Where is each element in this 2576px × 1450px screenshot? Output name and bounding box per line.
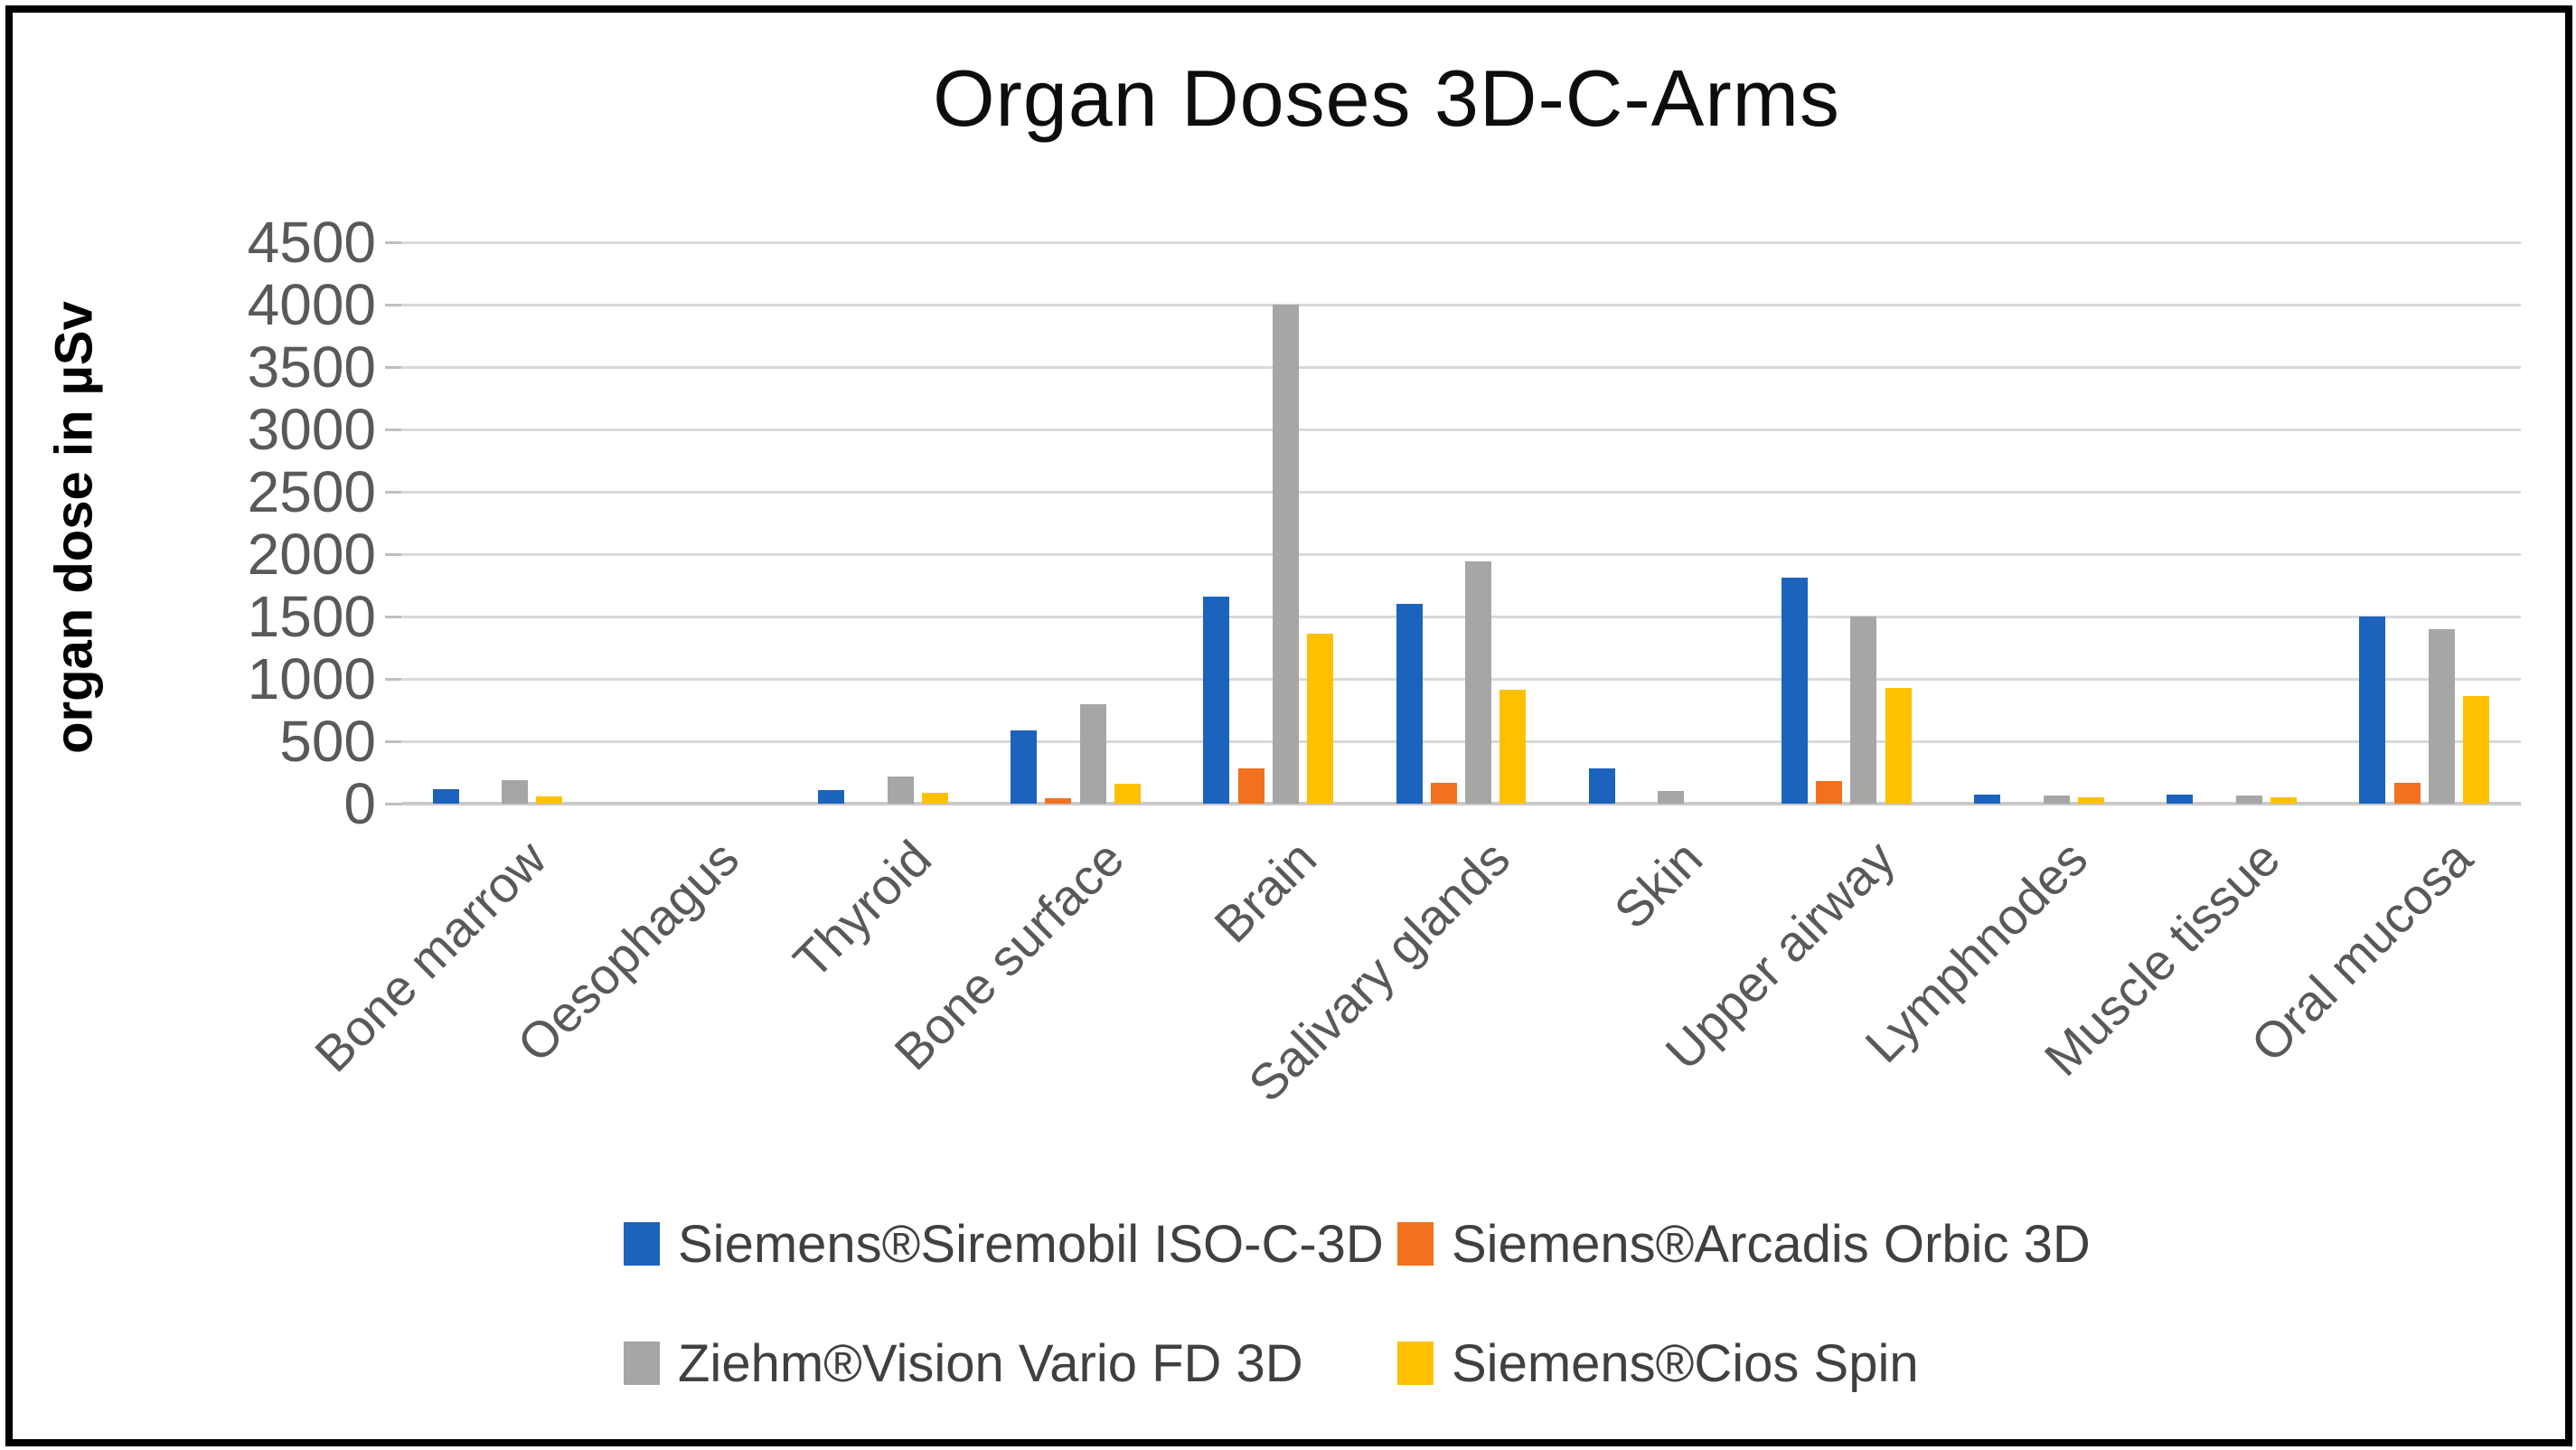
legend-label-1: Siemens®Arcadis Orbic 3D	[1452, 1214, 2091, 1274]
y-tick-mark-2000	[385, 553, 401, 556]
x-category-label-skin: Skin	[1603, 829, 1713, 940]
x-category-label-muscle-tissue: Muscle tissue	[2033, 829, 2291, 1088]
bar-skin-s2	[1658, 791, 1685, 804]
y-tick-mark-1500	[385, 616, 401, 618]
y-tick-label-3500: 3500	[247, 334, 376, 400]
bar-salivary-glands-s2	[1465, 561, 1492, 804]
y-tick-label-2500: 2500	[247, 459, 376, 524]
bar-thyroid-s2	[887, 776, 914, 804]
bar-bone-marrow-s0	[432, 789, 459, 804]
gridline-3500	[401, 366, 2521, 369]
x-category-label-salivary-glands: Salivary glands	[1236, 829, 1520, 1113]
y-tick-mark-3000	[385, 428, 401, 431]
y-tick-mark-3500	[385, 366, 401, 369]
bar-muscle-tissue-s0	[2167, 795, 2194, 804]
gridline-1000	[401, 678, 2521, 681]
legend-item-1: Siemens®Arcadis Orbic 3D	[1397, 1214, 2091, 1274]
bar-brain-s3	[1307, 634, 1334, 804]
y-tick-label-0: 0	[343, 771, 376, 836]
x-category-label-oral-mucosa: Oral mucosa	[2240, 829, 2484, 1073]
bar-upper-airway-s1	[1816, 781, 1843, 804]
bar-brain-s2	[1272, 305, 1299, 804]
x-category-label-bone-surface: Bone surface	[883, 829, 1135, 1081]
x-category-label-oesophagus: Oesophagus	[505, 829, 749, 1073]
bar-salivary-glands-s0	[1396, 604, 1423, 804]
legend-label-0: Siemens®Siremobil ISO-C-3D	[678, 1214, 1384, 1274]
bar-upper-airway-s3	[1885, 687, 1912, 804]
bar-skin-s0	[1588, 768, 1615, 804]
bar-upper-airway-s2	[1850, 617, 1877, 804]
y-tick-mark-4500	[385, 241, 401, 244]
bar-lymphnodes-s3	[2077, 797, 2104, 804]
bar-bone-surface-s2	[1079, 703, 1106, 804]
bar-oral-mucosa-s2	[2429, 628, 2455, 804]
legend-item-2: Ziehm®Vision Vario FD 3D	[624, 1333, 1303, 1393]
bar-salivary-glands-s3	[1500, 690, 1527, 804]
bar-bone-surface-s1	[1045, 797, 1072, 804]
bar-thyroid-s3	[921, 792, 948, 804]
bar-bone-marrow-s2	[502, 779, 529, 804]
gridline-2000	[401, 553, 2521, 556]
bar-bone-surface-s3	[1114, 783, 1142, 804]
y-tick-label-500: 500	[279, 709, 376, 774]
bar-bone-marrow-s3	[536, 796, 563, 804]
x-category-label-upper-airway: Upper airway	[1654, 829, 1905, 1081]
gridline-500	[401, 740, 2521, 743]
bar-brain-s0	[1203, 596, 1230, 804]
legend-swatch-1	[1397, 1222, 1434, 1266]
y-tick-label-3000: 3000	[247, 397, 376, 462]
gridline-3000	[401, 428, 2521, 431]
bar-thyroid-s0	[817, 789, 844, 804]
legend-swatch-2	[624, 1342, 660, 1385]
legend-item-0: Siemens®Siremobil ISO-C-3D	[624, 1214, 1384, 1274]
bar-brain-s1	[1237, 768, 1264, 804]
gridline-4500	[401, 241, 2521, 244]
y-tick-mark-1000	[385, 678, 401, 681]
bar-oral-mucosa-s3	[2463, 696, 2490, 804]
bar-lymphnodes-s0	[1974, 795, 2001, 804]
x-category-label-bone-marrow: Bone marrow	[303, 829, 557, 1083]
y-tick-mark-500	[385, 740, 401, 743]
y-tick-label-1500: 1500	[247, 584, 376, 649]
x-category-label-thyroid: Thyroid	[782, 829, 943, 990]
y-tick-label-2000: 2000	[247, 522, 376, 587]
bar-muscle-tissue-s2	[2235, 796, 2262, 804]
y-tick-mark-4000	[385, 304, 401, 306]
y-tick-label-4000: 4000	[247, 272, 376, 337]
x-axis-line	[401, 802, 2521, 805]
legend-swatch-0	[624, 1222, 660, 1266]
plot-area	[385, 241, 2521, 805]
bar-muscle-tissue-s3	[2270, 797, 2298, 804]
legend-label-3: Siemens®Cios Spin	[1452, 1333, 1919, 1393]
gridline-1500	[401, 616, 2521, 618]
y-tick-label-1000: 1000	[247, 646, 376, 711]
y-tick-mark-2500	[385, 491, 401, 494]
chart-title: Organ Doses 3D-C-Arms	[933, 53, 1840, 143]
legend-swatch-3	[1397, 1342, 1434, 1385]
gridline-2500	[401, 491, 2521, 494]
bar-salivary-glands-s1	[1430, 782, 1457, 804]
y-axis-title: organ dose in µSv	[44, 301, 104, 754]
bar-oral-mucosa-s0	[2359, 617, 2386, 804]
legend-label-2: Ziehm®Vision Vario FD 3D	[678, 1333, 1303, 1393]
y-tick-label-4500: 4500	[247, 210, 376, 275]
bar-oral-mucosa-s1	[2393, 782, 2421, 804]
figure-border: Organ Doses 3D-C-Arms organ dose in µSv …	[5, 5, 2572, 1446]
bar-lymphnodes-s2	[2043, 796, 2070, 804]
bar-upper-airway-s0	[1781, 578, 1808, 804]
x-category-label-lymphnodes: Lymphnodes	[1854, 829, 2099, 1074]
y-tick-mark-0	[385, 803, 401, 805]
gridline-4000	[401, 304, 2521, 306]
bar-bone-surface-s0	[1011, 730, 1038, 804]
legend-item-3: Siemens®Cios Spin	[1397, 1333, 1919, 1393]
